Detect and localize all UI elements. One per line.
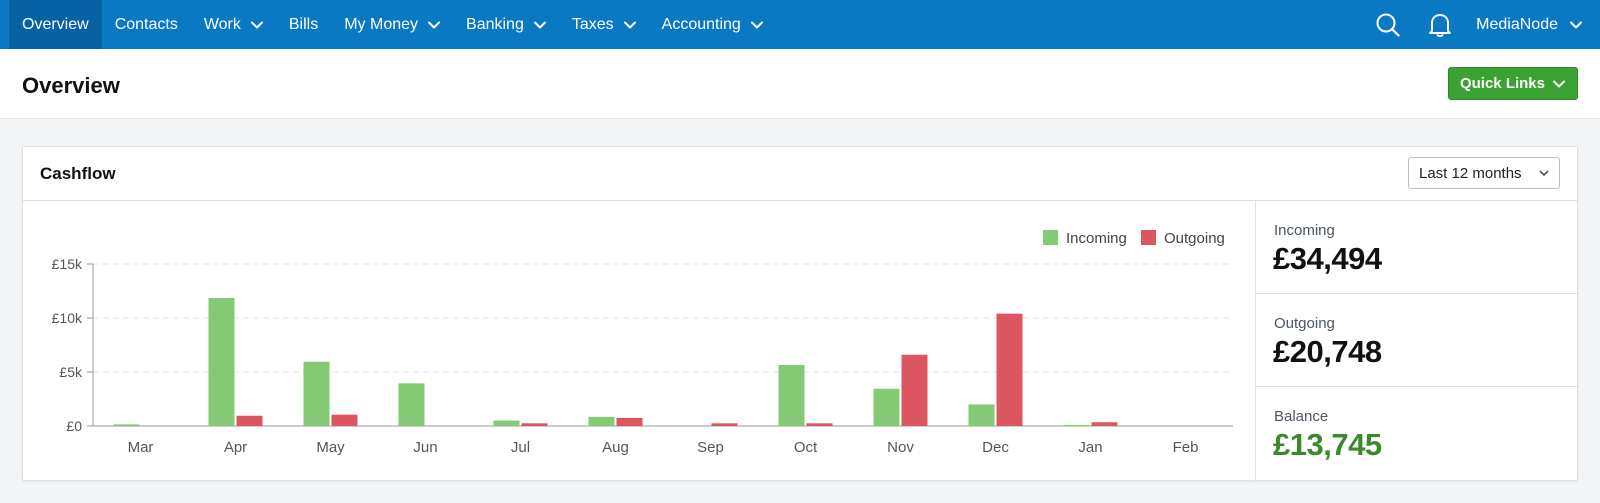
bar-incoming-apr bbox=[208, 298, 235, 426]
quick-links-label: Quick Links bbox=[1459, 75, 1545, 92]
cashflow-card: Cashflow Last 12 months £0 £5k £10k £15k Mar… bbox=[22, 146, 1579, 482]
top-navigation: Overview Contacts Work Bills My Money Banking… bbox=[0, 0, 1600, 49]
cashflow-stats: Incoming £34,494 Outgoing £20,748 Balanc… bbox=[1255, 201, 1579, 482]
bar-outgoing-may bbox=[331, 414, 358, 426]
stat-label: Balance bbox=[1274, 408, 1329, 425]
cashflow-chart: £0 £5k £10k £15k Mar Apr May Jun Jul Aug Sep Oct Nov… bbox=[23, 201, 1255, 482]
nav-menu: Overview Contacts Work Bills My Money Banking… bbox=[9, 0, 776, 49]
bar-incoming-aug bbox=[588, 416, 615, 426]
x-tick-label: Jan bbox=[1078, 439, 1102, 456]
cashflow-header: Cashflow Last 12 months bbox=[23, 147, 1577, 201]
chevron-down-icon bbox=[1539, 168, 1549, 178]
nav-item-taxes[interactable]: Taxes bbox=[559, 0, 649, 49]
bar-outgoing-jul bbox=[521, 423, 548, 426]
nav-item-label: Banking bbox=[466, 15, 524, 33]
bar-incoming-nov bbox=[873, 388, 900, 426]
nav-item-label: Bills bbox=[288, 15, 319, 33]
bar-outgoing-nov bbox=[901, 354, 928, 426]
bar-outgoing-dec bbox=[996, 313, 1023, 426]
period-select[interactable]: Last 12 months bbox=[1408, 157, 1560, 189]
chevron-down-icon bbox=[533, 21, 546, 29]
legend-label-outgoing: Outgoing bbox=[1164, 230, 1225, 247]
page-title: Overview bbox=[22, 73, 120, 98]
x-tick-label: Dec bbox=[982, 439, 1009, 456]
account-menu[interactable]: MediaNode bbox=[1466, 0, 1600, 49]
search-icon[interactable] bbox=[1362, 0, 1414, 49]
y-tick-label: £0 bbox=[66, 418, 82, 434]
bar-incoming-oct bbox=[778, 364, 805, 426]
stat-balance: Balance £13,745 bbox=[1256, 387, 1579, 480]
x-tick-label: Feb bbox=[1173, 439, 1199, 456]
legend-swatch-incoming bbox=[1043, 230, 1058, 245]
stat-value: £20,748 bbox=[1273, 334, 1382, 369]
bar-incoming-mar bbox=[113, 424, 140, 426]
y-tick-label: £5k bbox=[59, 364, 83, 380]
nav-item-accounting[interactable]: Accounting bbox=[649, 0, 776, 49]
bar-outgoing-apr bbox=[236, 415, 263, 426]
nav-item-label: Work bbox=[203, 15, 241, 33]
x-tick-label: Aug bbox=[602, 439, 629, 456]
chevron-down-icon bbox=[623, 21, 636, 29]
chevron-down-icon bbox=[1553, 80, 1565, 88]
cashflow-title: Cashflow bbox=[40, 164, 116, 183]
stat-value: £13,745 bbox=[1273, 427, 1382, 462]
legend-swatch-outgoing bbox=[1141, 230, 1156, 245]
x-tick-label: Jun bbox=[413, 439, 437, 456]
bar-outgoing-sep bbox=[711, 423, 738, 426]
chevron-down-icon bbox=[1570, 21, 1582, 29]
y-tick-label: £10k bbox=[52, 310, 83, 326]
nav-item-label: Overview bbox=[22, 15, 89, 33]
legend-label-incoming: Incoming bbox=[1066, 230, 1127, 247]
bar-incoming-jan bbox=[1063, 424, 1090, 427]
nav-right: MediaNode bbox=[1362, 0, 1600, 49]
x-tick-label: Jul bbox=[511, 439, 530, 456]
y-tick-label: £15k bbox=[52, 256, 83, 272]
cashflow-bar-chart: £0 £5k £10k £15k Mar Apr May Jun Jul Aug Sep Oct Nov… bbox=[52, 230, 1233, 456]
stat-outgoing: Outgoing £20,748 bbox=[1256, 294, 1579, 387]
chevron-down-icon bbox=[428, 21, 441, 29]
nav-item-label: Taxes bbox=[571, 15, 614, 33]
x-tick-label: Nov bbox=[887, 439, 914, 456]
stat-label: Outgoing bbox=[1274, 315, 1335, 332]
bar-outgoing-aug bbox=[616, 417, 643, 426]
x-tick-label: May bbox=[316, 439, 345, 456]
account-name: MediaNode bbox=[1476, 15, 1558, 33]
bar-incoming-jul bbox=[493, 420, 520, 426]
nav-item-bills[interactable]: Bills bbox=[276, 0, 331, 49]
bar-outgoing-oct bbox=[806, 423, 833, 426]
stat-label: Incoming bbox=[1274, 222, 1335, 239]
chevron-down-icon bbox=[250, 21, 263, 29]
page-header: Overview Quick Links bbox=[0, 49, 1600, 119]
bar-outgoing-jan bbox=[1091, 422, 1118, 426]
nav-item-contacts[interactable]: Contacts bbox=[102, 0, 191, 49]
bell-icon[interactable] bbox=[1414, 0, 1466, 49]
nav-item-label: Contacts bbox=[114, 15, 178, 33]
x-tick-label: Sep bbox=[697, 439, 724, 456]
nav-item-label: Accounting bbox=[661, 15, 741, 33]
stat-incoming: Incoming £34,494 bbox=[1256, 201, 1579, 294]
nav-item-work[interactable]: Work bbox=[191, 0, 276, 49]
chevron-down-icon bbox=[750, 21, 763, 29]
stat-value: £34,494 bbox=[1273, 241, 1382, 276]
quick-links-button[interactable]: Quick Links bbox=[1447, 67, 1578, 100]
nav-item-overview[interactable]: Overview bbox=[9, 0, 102, 49]
x-tick-label: Mar bbox=[128, 439, 154, 456]
nav-item-banking[interactable]: Banking bbox=[453, 0, 559, 49]
x-tick-label: Apr bbox=[224, 439, 247, 456]
period-select-value: Last 12 months bbox=[1419, 164, 1522, 182]
bar-incoming-jun bbox=[398, 383, 425, 426]
bar-incoming-may bbox=[303, 361, 330, 426]
nav-item-label: My Money bbox=[344, 15, 419, 33]
x-tick-label: Oct bbox=[794, 439, 818, 456]
nav-item-my-money[interactable]: My Money bbox=[331, 0, 453, 49]
bar-incoming-dec bbox=[968, 404, 995, 426]
